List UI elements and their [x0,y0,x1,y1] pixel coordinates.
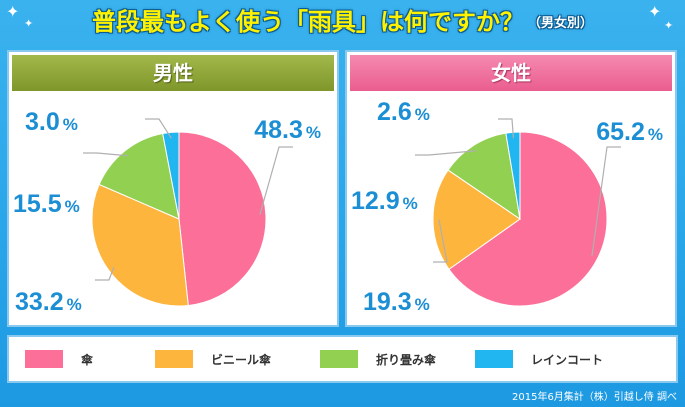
legend-swatch-raincoat [475,350,513,368]
male-slice-raincoat [162,131,180,220]
female-data-label-vinyl: 19.3% [363,288,430,316]
legend-item-raincoat: レインコート [475,337,603,381]
male-data-label-raincoat: 3.0% [25,108,78,136]
male-leader-line-folding [83,152,129,157]
male-leader-line-umbrella [259,146,293,215]
female-leader-line-raincoat [498,118,514,139]
male-data-label-vinyl: 33.2% [15,288,82,316]
male-leader-line-vinyl [95,266,115,281]
female-leader-line-folding [415,150,477,156]
female-leader-line-vinyl [433,219,448,263]
legend-label-raincoat: レインコート [531,352,604,367]
chart-title: 普段最もよく使う「雨具」は何ですか？ （男女別） [0,0,685,44]
sparkle-icon: ✦ [24,17,34,30]
female-slice-umbrella [448,131,608,307]
legend-label-vinyl: ビニール傘 [211,352,272,367]
female-slice-folding [447,132,521,221]
male-panel-header: 男性 [12,55,334,91]
chart-subtitle: （男女別） [527,16,593,31]
male-panel: 男性 48.3% 33.2% 15.5% 3.0% [7,50,339,327]
legend-label-folding: 折り畳み傘 [376,352,437,367]
sparkle-icon: ✦ [664,19,674,32]
female-data-label-folding: 12.9% [351,187,418,215]
male-data-label-folding: 15.5% [13,190,80,218]
sparkle-icon: ✦ [648,2,662,21]
female-panel-header: 女性 [350,55,672,91]
male-slice-vinyl [91,183,189,307]
female-data-label-umbrella: 65.2% [596,118,663,146]
female-data-label-raincoat: 2.6% [377,98,430,126]
male-leader-line-raincoat [145,118,172,139]
source-note: 2015年6月集計（株）引越し侍 調べ [512,392,677,403]
legend-item-umbrella: 傘 [25,337,93,381]
legend: 傘 ビニール傘 折り畳み傘 レインコート [7,335,678,383]
male-slice-umbrella [178,131,267,307]
female-slice-vinyl [432,169,521,270]
male-slice-folding [98,132,180,220]
legend-item-vinyl: ビニール傘 [155,337,271,381]
female-leader-line-umbrella [591,146,621,257]
female-panel: 女性 65.2% 19.3% 12.9% 2.6% [345,50,677,327]
legend-item-folding: 折り畳み傘 [320,337,436,381]
male-data-label-umbrella: 48.3% [254,116,321,144]
legend-swatch-umbrella [25,350,63,368]
legend-label-umbrella: 傘 [81,352,94,367]
male-pie-chart: 48.3 % 33.2 % 15.5 % 3.0% [13,108,321,316]
legend-swatch-folding [320,350,358,368]
female-pie-chart: 65.2 % 19.3 % 12.9 % 2.6% [351,98,663,316]
legend-swatch-vinyl [155,350,193,368]
sparkle-icon: ✦ [6,2,20,21]
chart-title-text: 普段最もよく使う「雨具」は何ですか？ [91,8,524,36]
